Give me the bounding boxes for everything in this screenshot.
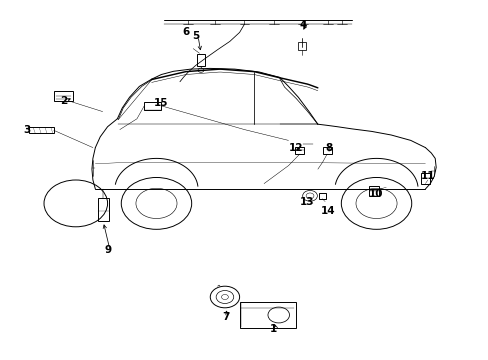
Text: 9: 9 [104, 245, 111, 255]
Bar [144, 102, 161, 110]
Text: 5: 5 [192, 31, 199, 41]
Bar [29, 127, 54, 133]
Text: 10: 10 [368, 189, 383, 199]
Bar [54, 91, 73, 101]
Bar [98, 198, 108, 221]
Text: 15: 15 [154, 98, 168, 108]
Text: 14: 14 [321, 206, 335, 216]
Text: 11: 11 [420, 171, 434, 181]
Bar [318, 193, 325, 199]
Text: 3: 3 [23, 125, 30, 135]
Bar [322, 147, 331, 154]
Bar [239, 302, 295, 328]
Text: 7: 7 [222, 312, 229, 322]
Text: 13: 13 [299, 197, 314, 207]
Text: 2: 2 [60, 96, 67, 106]
Text: 1: 1 [270, 324, 277, 334]
Text: 12: 12 [288, 143, 303, 153]
Bar [368, 186, 378, 196]
Text: 8: 8 [325, 143, 331, 153]
Bar [295, 147, 304, 154]
Bar [420, 173, 429, 184]
Text: 6: 6 [182, 27, 189, 37]
Text: 4: 4 [299, 20, 306, 30]
Bar [196, 54, 205, 66]
Bar [298, 42, 305, 50]
